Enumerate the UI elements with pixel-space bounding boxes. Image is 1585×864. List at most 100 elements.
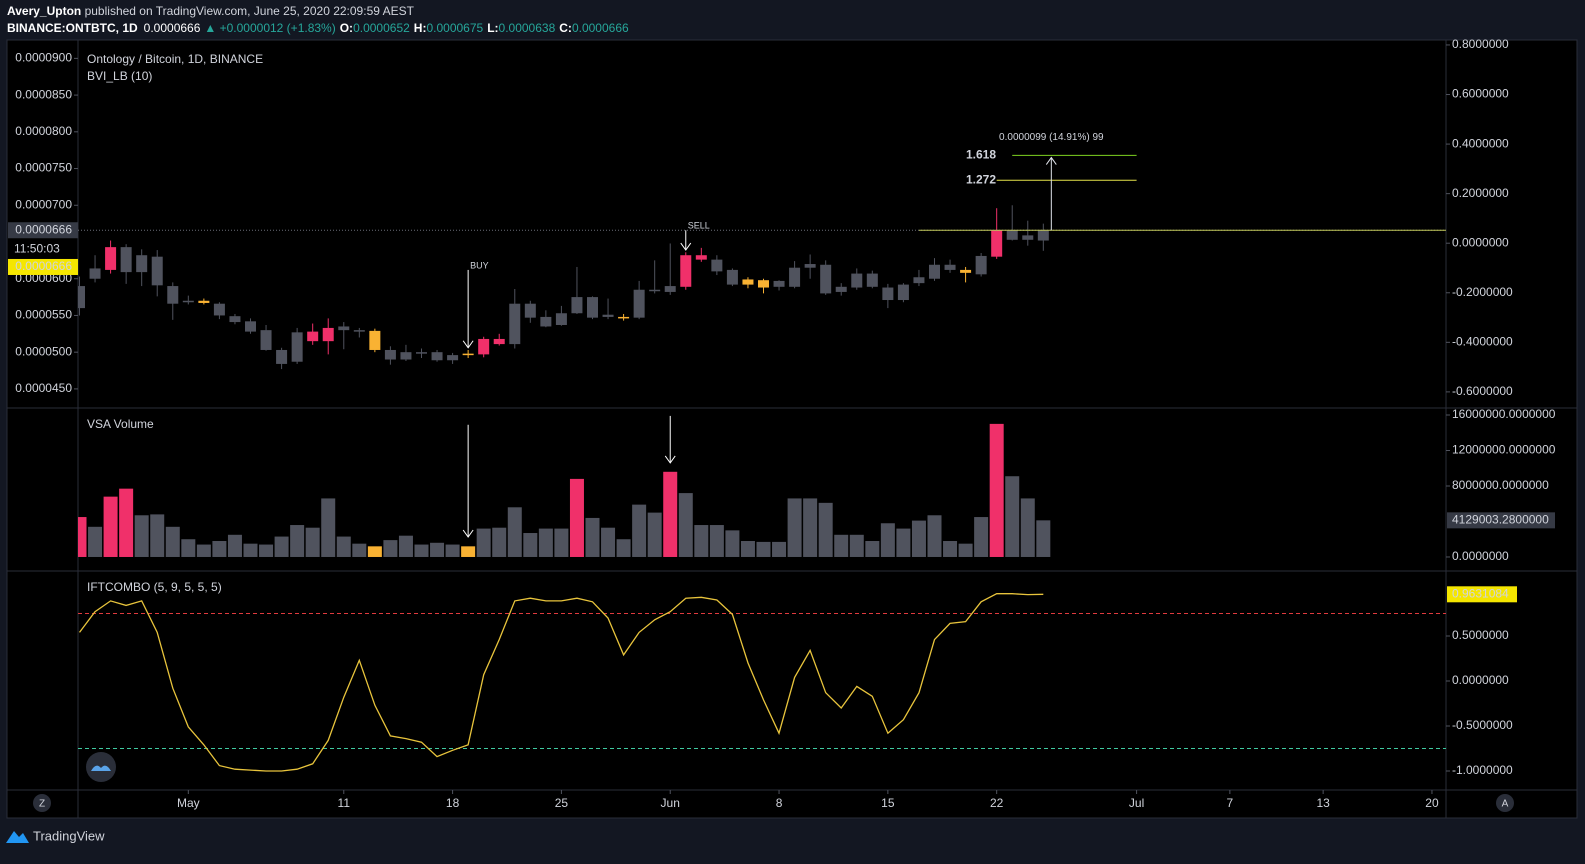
volume-bar (305, 527, 320, 557)
candle-body (151, 256, 163, 286)
volume-bar (196, 544, 211, 557)
indicator-title: BVI_LB (10) (87, 69, 152, 83)
y-tick-label: -0.2000000 (1452, 285, 1513, 299)
volume-bar (78, 517, 87, 557)
volume-bar (507, 507, 522, 557)
y-tick-label: 0.5000000 (1452, 628, 1509, 642)
volume-bar (647, 512, 662, 557)
fib-label: 1.272 (966, 172, 996, 186)
candle-body (773, 280, 785, 287)
candle-body (711, 259, 723, 272)
volume-bar (911, 520, 926, 557)
y-tick-label: 0.8000000 (1452, 37, 1509, 51)
author: Avery_Upton (7, 4, 81, 18)
volume-bar (1036, 520, 1051, 557)
ohlc-value: 0.0000675 (426, 21, 483, 35)
ohlc-key: H: (414, 21, 427, 35)
candle-body (524, 303, 536, 318)
y-tick-label: 0.0000000 (1452, 673, 1509, 687)
current-label: 4129003.2800000 (1452, 513, 1549, 527)
candle-body (78, 286, 85, 309)
volume-bar (321, 498, 336, 557)
volume-bar (601, 527, 616, 557)
y-tick-label: 0.0000850 (15, 87, 72, 101)
x-tick-label: 20 (1425, 796, 1439, 810)
candle-body (276, 349, 288, 364)
volume-bar (212, 541, 227, 557)
y-tick-label: 0.0000750 (15, 161, 72, 175)
volume-bar (274, 536, 289, 557)
y-tick-label: 0.0000700 (15, 197, 72, 211)
volume-bar (585, 517, 600, 557)
y-tick-label: 12000000.0000000 (1452, 443, 1556, 457)
volume-bar (756, 541, 771, 557)
arrow-head (664, 455, 676, 464)
volume-bar (430, 542, 445, 557)
candle-body (509, 303, 521, 345)
x-tick-label: 13 (1316, 796, 1330, 810)
y-tick-label: 0.4000000 (1452, 136, 1509, 150)
volume-bar (896, 528, 911, 557)
button-a-label[interactable]: A (1502, 799, 1509, 810)
volume-bar (165, 526, 180, 557)
symbol: BINANCE:ONTBTC, 1D (7, 21, 138, 35)
candle-body (245, 321, 256, 332)
candle-body (820, 264, 832, 294)
candle-body (804, 264, 816, 268)
candle-body (493, 338, 505, 345)
volume-bar (243, 543, 258, 557)
y-tick-label: -0.5000000 (1452, 718, 1513, 732)
candle-body (400, 352, 412, 360)
y-tick-label: 0.0000000 (1452, 549, 1509, 563)
volume-bars (78, 423, 1051, 557)
button-z[interactable] (33, 794, 51, 812)
y-tick-label: 0.0000900 (15, 51, 72, 65)
candle-body (384, 349, 396, 360)
button-z-label[interactable]: Z (39, 799, 45, 810)
candle-body (851, 273, 863, 288)
y-tick-label: 0.0000500 (15, 344, 72, 358)
arrow-head (462, 340, 474, 349)
current-label: 0.9631084 (1452, 586, 1509, 600)
volume-bar (678, 493, 693, 557)
candle-body (260, 330, 272, 350)
volume-bar (461, 546, 476, 557)
candle-body (633, 289, 645, 318)
y-tick-label: 0.0000550 (15, 308, 72, 322)
ohlc-value: 0.0000638 (499, 21, 556, 35)
volume-bar (383, 540, 398, 557)
candle-body (897, 284, 909, 301)
volume-bar (787, 498, 802, 557)
candle-body (960, 269, 972, 273)
y-tick-label: 0.0000800 (15, 124, 72, 138)
candle-body (1022, 235, 1034, 240)
footer-brand: TradingView (33, 828, 105, 843)
volume-bar (943, 541, 958, 557)
volume-bar (398, 535, 413, 557)
x-tick-label: 8 (776, 796, 783, 810)
volume-bar (476, 528, 491, 557)
candle-body (462, 353, 474, 356)
y-tick-label: 0.0000000 (1452, 235, 1509, 249)
volume-bar (772, 541, 787, 557)
candle-body (789, 267, 801, 287)
current-label-bg (1447, 512, 1555, 529)
volume-bar (632, 504, 647, 557)
candle-body (120, 247, 132, 273)
candle-body (322, 327, 334, 342)
candle-body (882, 287, 894, 301)
candle-body (291, 332, 303, 362)
y-tick-label: 0.0000450 (15, 381, 72, 395)
candle-body (555, 313, 567, 325)
separators (6, 39, 1578, 819)
x-tick-label: May (177, 796, 200, 810)
x-tick-label: 11 (338, 796, 351, 810)
current-label-bg (1447, 586, 1517, 603)
candle-body (105, 247, 117, 270)
button-a[interactable] (1496, 794, 1514, 812)
change: ▲ +0.0000012 (+1.83%) (204, 21, 335, 35)
header-line1: Avery_Upton published on TradingView.com… (7, 4, 415, 18)
y-tick-label: -0.4000000 (1452, 335, 1513, 349)
x-tick-label: 25 (555, 796, 569, 810)
volume-bar (290, 525, 305, 557)
